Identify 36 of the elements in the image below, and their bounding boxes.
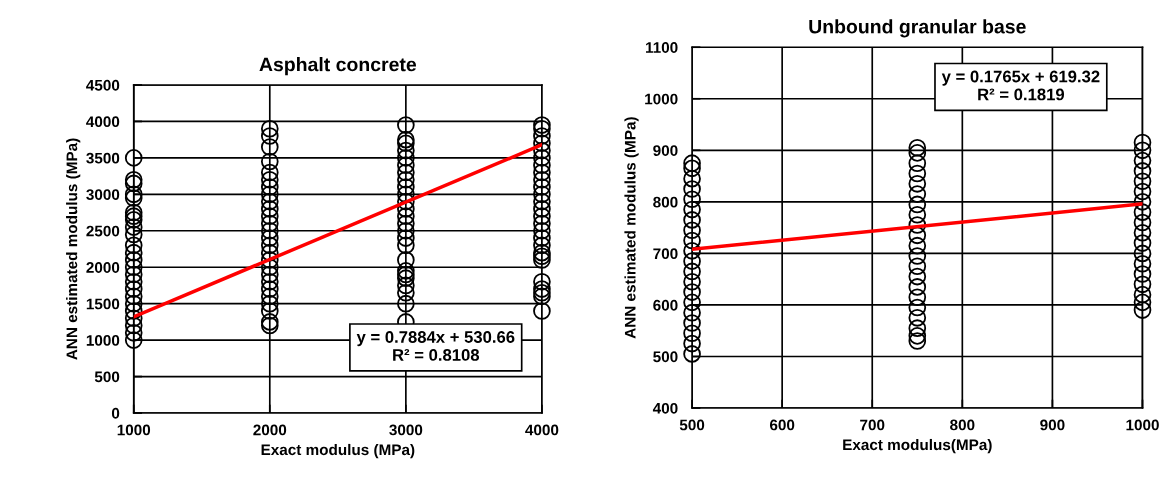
y-tick-label: 3500 [86, 152, 120, 164]
x-tick-label: 3000 [389, 424, 423, 436]
y-tick-label: 500 [94, 371, 120, 383]
y-tick-label: 400 [652, 402, 678, 414]
x-tick-label: 900 [1040, 419, 1065, 431]
y-tick-label: 700 [653, 248, 678, 260]
x-tick-label: 1000 [117, 424, 151, 436]
y-tick-label: 900 [653, 145, 678, 156]
y-tick-label: 1100 [646, 42, 678, 53]
x-tick-label: 500 [679, 419, 705, 431]
y-axis-title: ANN estimated modulus (MPa) [66, 138, 81, 360]
y-tick-label: 1500 [86, 298, 120, 310]
y-tick-label: 0 [111, 407, 120, 419]
y-tick-label: 2000 [86, 262, 120, 273]
y-tick-label: 600 [653, 299, 678, 311]
y-tick-label: 4000 [86, 116, 120, 128]
y-tick-label: 2500 [86, 225, 120, 237]
chart-title: Asphalt concrete [259, 57, 417, 76]
y-tick-label: 500 [653, 351, 678, 363]
x-tick-label: 1000 [1126, 419, 1159, 431]
y-tick-label: 4500 [86, 79, 120, 91]
x-tick-label: 800 [950, 419, 975, 431]
x-tick-label: 600 [769, 419, 795, 431]
annotation: y = 0.1765x + 619.32 R² = 0.1819 [941, 70, 1100, 101]
y-tick-label: 1000 [645, 93, 678, 105]
x-tick-label: 4000 [525, 424, 559, 436]
y-tick-label: 800 [653, 196, 678, 208]
chart-title: Unbound granular base [809, 19, 1026, 38]
x-tick-label: 2000 [253, 424, 287, 436]
y-axis-title: ANN estimated modulus (MPa) [624, 117, 639, 339]
y-tick-label: 3000 [86, 189, 120, 201]
annotation: y = 0.7884x + 530.66 R² = 0.8108 [356, 331, 515, 361]
x-axis-title: Exact modulus (MPa) [261, 443, 415, 459]
y-tick-label: 1000 [86, 334, 120, 346]
x-tick-label: 700 [860, 419, 885, 431]
x-axis-title: Exact modulus(MPa) [843, 438, 992, 454]
